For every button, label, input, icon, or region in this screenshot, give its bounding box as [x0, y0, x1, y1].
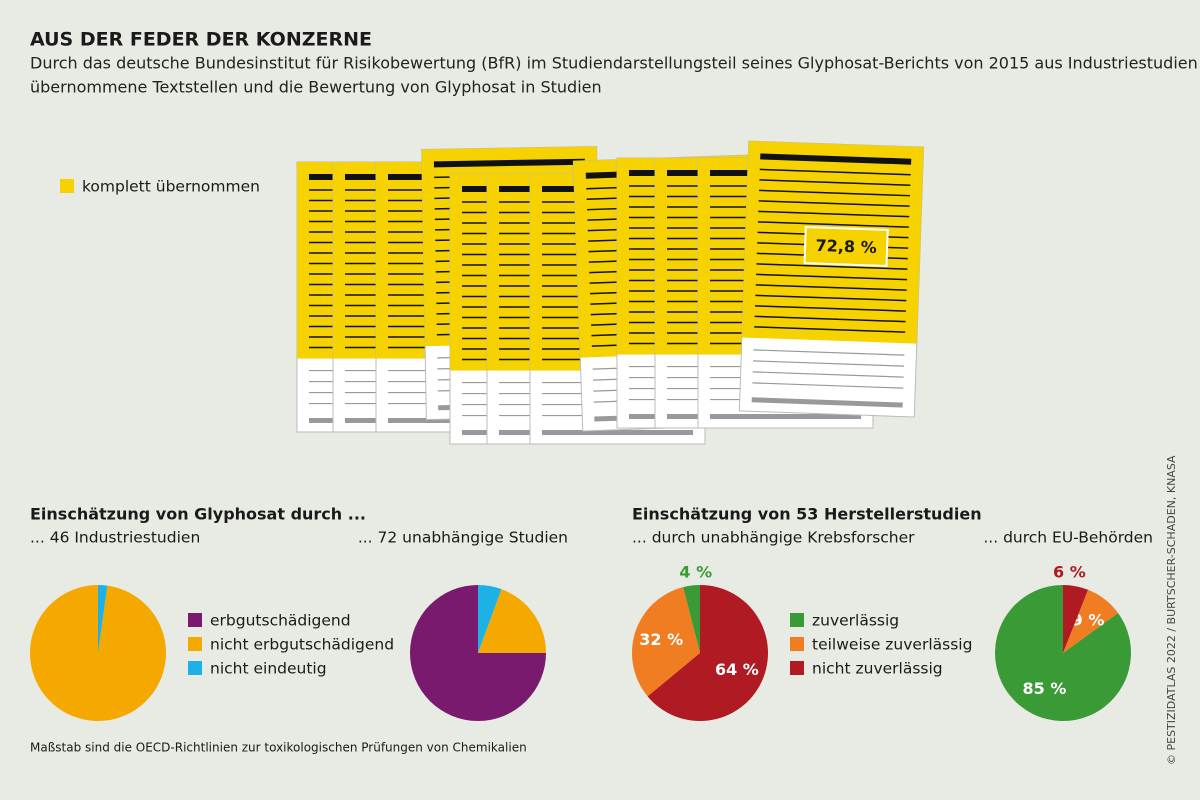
- data-label: 64 %: [715, 660, 759, 679]
- legend-label: erbgutschädigend: [210, 612, 351, 630]
- legend-label: nicht eindeutig: [210, 660, 327, 678]
- footnote: Maßstab sind die OECD-Richtlinien zur to…: [30, 741, 527, 755]
- text-line: [759, 189, 910, 197]
- data-label: 85 %: [1023, 679, 1067, 698]
- text-line: [753, 349, 905, 356]
- data-label: 72,8 %: [815, 236, 877, 257]
- subtitle: Durch das deutsche Bundesinstitut für Ri…: [30, 54, 1198, 73]
- head-bar: [433, 158, 585, 168]
- text-line: [752, 382, 904, 389]
- legend-label: nicht zuverlässig: [812, 660, 943, 678]
- legend-swatch: [790, 613, 804, 627]
- text-line: [757, 221, 909, 228]
- subtitle: übernommene Textstellen und die Bewertun…: [30, 78, 602, 97]
- foot-bar: [542, 430, 693, 435]
- head-bar: [760, 153, 912, 165]
- text-line: [758, 210, 910, 218]
- legend-label: zuverlässig: [812, 612, 899, 630]
- text-line: [753, 360, 905, 367]
- credit: © PESTIZIDATLAS 2022 / BURTSCHER-SCHADEN…: [1165, 455, 1178, 765]
- pie-slice: [1063, 585, 1089, 653]
- label-box: [803, 226, 889, 267]
- foot-bar: [751, 397, 903, 408]
- text-line: [752, 371, 904, 378]
- pie-slice: [478, 589, 546, 653]
- text-line: [759, 168, 911, 176]
- text-line: [755, 294, 907, 302]
- data-label: 9 %: [1072, 610, 1105, 629]
- pie-slice: [478, 585, 502, 653]
- text-line: [754, 305, 906, 312]
- foot-bar: [710, 414, 861, 419]
- text-line: [756, 273, 908, 281]
- legend-label: nicht erbgutschädigend: [210, 636, 394, 654]
- pie-slice: [632, 587, 700, 697]
- text-line: [759, 179, 911, 186]
- legend-label: teilweise zuverlässig: [812, 636, 972, 654]
- group-title: Einschätzung von 53 Herstellerstudien: [632, 505, 982, 524]
- data-label: 4 %: [679, 563, 712, 582]
- legend-swatch: [790, 637, 804, 651]
- legend-swatch: [188, 637, 202, 651]
- text-line: [758, 200, 910, 207]
- document: 72,8 %: [738, 140, 925, 418]
- title: AUS DER FEDER DER KONZERNE: [30, 29, 372, 51]
- legend-swatch: [60, 179, 74, 193]
- text-line: [754, 326, 906, 333]
- group-title: Einschätzung von Glyphosat durch ...: [30, 505, 366, 524]
- pie-label: ... durch EU-Behörden: [983, 529, 1153, 547]
- pie-slice: [647, 585, 769, 721]
- pie-slice: [98, 585, 108, 653]
- text-line: [756, 263, 908, 270]
- text-line: [755, 284, 907, 291]
- legend-label: komplett übernommen: [82, 178, 260, 196]
- legend-swatch: [790, 661, 804, 675]
- pie-slice: [1063, 589, 1119, 653]
- data-label: 32 %: [639, 630, 683, 649]
- pie-label: ... 46 Industriestudien: [30, 529, 200, 547]
- data-label: 6 %: [1053, 563, 1086, 582]
- legend-swatch: [188, 613, 202, 627]
- pie-slice: [29, 585, 166, 721]
- text-line: [754, 315, 906, 323]
- pie-label: ... 72 unabhängige Studien: [358, 529, 568, 547]
- pie-slice: [683, 585, 700, 653]
- pie-label: ... durch unabhängige Krebsforscher: [632, 529, 915, 547]
- legend-swatch: [188, 661, 202, 675]
